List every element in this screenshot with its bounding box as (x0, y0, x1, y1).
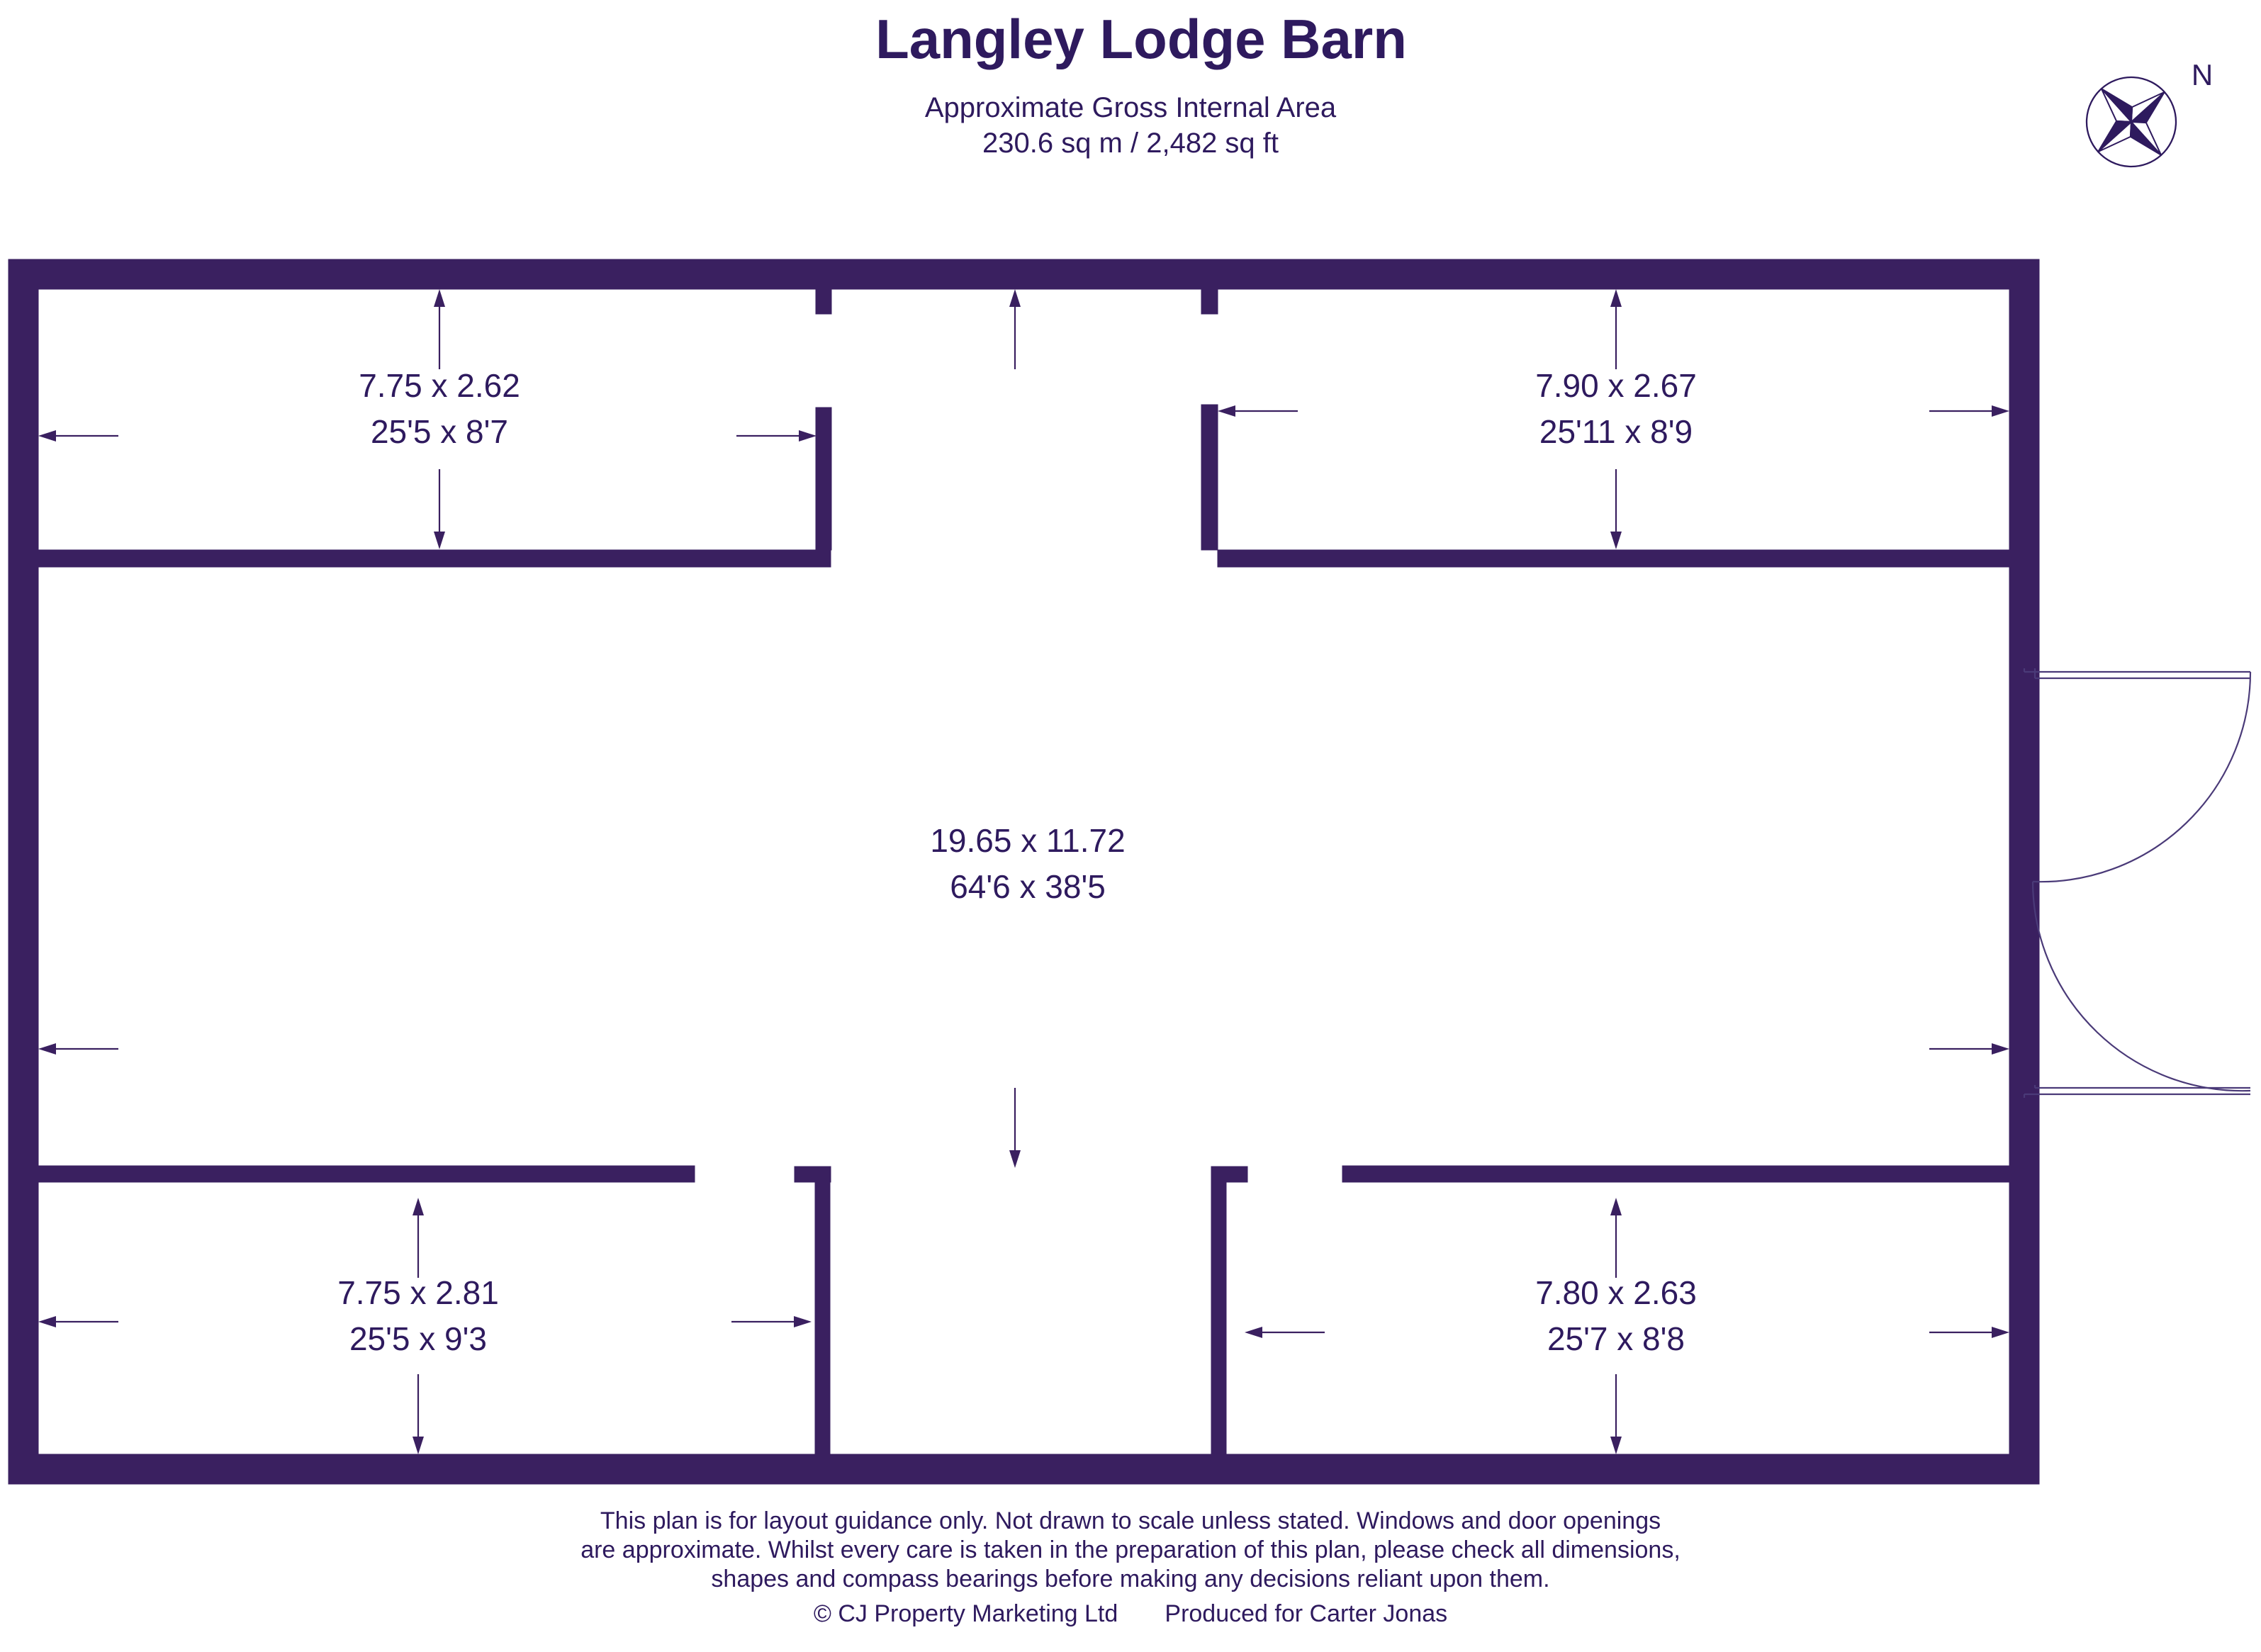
svg-text:25'5 x 9'3: 25'5 x 9'3 (349, 1320, 487, 1357)
svg-text:7.75 x 2.62: 7.75 x 2.62 (359, 367, 520, 404)
svg-text:7.90 x 2.67: 7.90 x 2.67 (1535, 367, 1697, 404)
svg-text:This plan is for layout guidan: This plan is for layout guidance only. N… (600, 1507, 1661, 1534)
svg-text:25'5 x 8'7: 25'5 x 8'7 (371, 413, 508, 450)
svg-text:7.80 x 2.63: 7.80 x 2.63 (1535, 1274, 1697, 1311)
svg-text:Approximate Gross Internal Are: Approximate Gross Internal Area (925, 92, 1337, 123)
svg-text:25'11 x 8'9: 25'11 x 8'9 (1539, 413, 1693, 450)
svg-text:are approximate. Whilst every: are approximate. Whilst every care is ta… (580, 1536, 1681, 1563)
svg-text:19.65 x 11.72: 19.65 x 11.72 (930, 822, 1125, 859)
svg-text:© CJ Property Marketing Ltd: © CJ Property Marketing Ltd Produced for… (814, 1600, 1447, 1627)
svg-text:Langley Lodge Barn: Langley Lodge Barn (875, 8, 1407, 70)
svg-text:N: N (2192, 58, 2213, 91)
svg-text:25'7 x 8'8: 25'7 x 8'8 (1547, 1320, 1685, 1357)
svg-text:shapes and compass bearings be: shapes and compass bearings before makin… (711, 1566, 1549, 1592)
svg-text:64'6 x 38'5: 64'6 x 38'5 (950, 868, 1106, 905)
svg-text:7.75 x 2.81: 7.75 x 2.81 (337, 1274, 499, 1311)
svg-text:230.6 sq m / 2,482 sq ft: 230.6 sq m / 2,482 sq ft (982, 128, 1279, 159)
